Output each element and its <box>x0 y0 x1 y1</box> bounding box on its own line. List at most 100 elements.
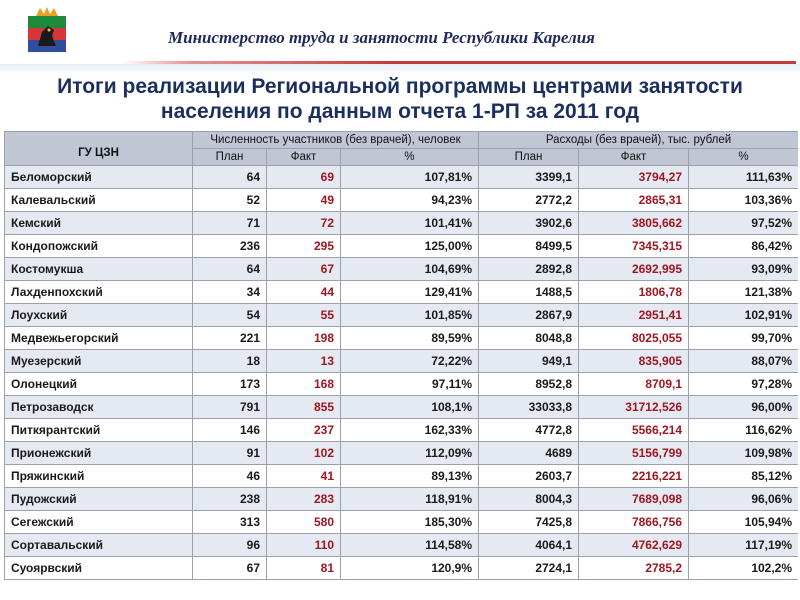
cell-expenses-plan: 4772,8 <box>478 418 580 442</box>
cell-expenses-percent: 102,2% <box>688 556 798 580</box>
cell-expenses-percent: 96,00% <box>688 395 798 419</box>
cell-expenses-percent: 96,06% <box>688 487 798 511</box>
cell-expenses-plan: 8952,8 <box>478 372 580 396</box>
column-group-expenses: Расходы (без врачей), тыс. рублей <box>478 131 798 149</box>
header-band <box>0 64 800 74</box>
cell-center-name: Беломорский <box>4 165 193 189</box>
cell-expenses-plan: 2724,1 <box>478 556 580 580</box>
table-row: Муезерский 18 13 72,22% 949,1 835,905 88,07% <box>4 349 798 373</box>
column-header-participants-fact: Факт <box>266 148 341 166</box>
cell-expenses-plan: 949,1 <box>478 349 580 373</box>
cell-participants-percent: 101,41% <box>339 211 480 235</box>
table-row: Костомукша 64 67 104,69% 2892,8 2692,995 93,09… <box>4 257 798 281</box>
table-row: Прионежский 91 102 112,09% 4689 5156,799 109,9… <box>4 441 798 465</box>
cell-participants-plan: 91 <box>192 441 267 465</box>
cell-participants-percent: 89,13% <box>339 464 480 488</box>
table-row: Пудожский 238 283 118,91% 8004,3 7689,098 96,0… <box>4 487 798 511</box>
cell-participants-plan: 34 <box>192 280 267 304</box>
cell-participants-fact: 55 <box>266 303 341 327</box>
cell-participants-percent: 185,30% <box>339 510 480 534</box>
cell-center-name: Лахденпохский <box>4 280 193 304</box>
cell-participants-percent: 162,33% <box>339 418 480 442</box>
cell-expenses-percent: 103,36% <box>688 188 798 212</box>
cell-center-name: Сортавальский <box>4 533 193 557</box>
table-row: Лоухский 54 55 101,85% 2867,9 2951,41 102,91% <box>4 303 798 327</box>
karelia-emblem-icon <box>28 7 66 52</box>
cell-expenses-fact: 835,905 <box>578 349 690 373</box>
cell-expenses-fact: 2951,41 <box>578 303 690 327</box>
cell-expenses-fact: 7689,098 <box>578 487 690 511</box>
cell-expenses-percent: 116,62% <box>688 418 798 442</box>
table-row: Кемский 71 72 101,41% 3902,6 3805,662 97,52% <box>4 211 798 235</box>
table-row: Сортавальский 96 110 114,58% 4064,1 4762,629 1… <box>4 533 798 557</box>
table-header-row-sub: План Факт % План Факт % <box>5 148 798 166</box>
cell-expenses-plan: 33033,8 <box>478 395 580 419</box>
cell-center-name: Пудожский <box>4 487 193 511</box>
table-row: Олонецкий 173 168 97,11% 8952,8 8709,1 97,28% <box>4 372 798 396</box>
cell-participants-percent: 114,58% <box>339 533 480 557</box>
cell-expenses-percent: 117,19% <box>688 533 798 557</box>
cell-expenses-plan: 8499,5 <box>478 234 580 258</box>
results-table: ГУ ЦЗН Численность участников (без враче… <box>4 131 798 580</box>
cell-participants-percent: 104,69% <box>339 257 480 281</box>
cell-participants-plan: 54 <box>192 303 267 327</box>
cell-participants-fact: 283 <box>266 487 341 511</box>
cell-expenses-fact: 7345,315 <box>578 234 690 258</box>
cell-expenses-plan: 8048,8 <box>478 326 580 350</box>
cell-center-name: Пряжинский <box>4 464 193 488</box>
column-group-participants: Численность участников (без врачей), чел… <box>191 131 480 149</box>
cell-expenses-plan: 3902,6 <box>478 211 580 235</box>
cell-expenses-plan: 2603,7 <box>478 464 580 488</box>
cell-center-name: Питкярантский <box>4 418 193 442</box>
column-header-gu: ГУ ЦЗН <box>4 131 193 166</box>
cell-expenses-plan: 2892,8 <box>478 257 580 281</box>
cell-participants-fact: 168 <box>266 372 341 396</box>
table-body: Беломорский 64 69 107,81% 3399,1 3794,27 111,6… <box>4 165 798 580</box>
cell-participants-plan: 71 <box>192 211 267 235</box>
cell-expenses-percent: 102,91% <box>688 303 798 327</box>
cell-expenses-fact: 5156,799 <box>578 441 690 465</box>
cell-participants-percent: 120,9% <box>339 556 480 580</box>
cell-expenses-fact: 7866,756 <box>578 510 690 534</box>
cell-participants-percent: 112,09% <box>339 441 480 465</box>
cell-expenses-percent: 88,07% <box>688 349 798 373</box>
column-header-expenses-fact: Факт <box>578 148 690 166</box>
cell-expenses-plan: 4064,1 <box>478 533 580 557</box>
ministry-name: Министерство труда и занятости Республик… <box>168 28 595 47</box>
cell-center-name: Медвежьегорский <box>4 326 193 350</box>
table-row: Калевальский 52 49 94,23% 2772,2 2865,31 103,3… <box>4 188 798 212</box>
cell-participants-fact: 13 <box>266 349 341 373</box>
cell-participants-percent: 125,00% <box>339 234 480 258</box>
table-row: Петрозаводск 791 855 108,1% 33033,8 31712,526… <box>4 395 798 419</box>
cell-participants-fact: 49 <box>266 188 341 212</box>
cell-center-name: Суоярвский <box>4 556 193 580</box>
page-title: Итоги реализации Региональной программы … <box>0 74 800 124</box>
cell-participants-fact: 295 <box>266 234 341 258</box>
column-header-participants-percent: % <box>339 148 480 166</box>
cell-expenses-fact: 1806,78 <box>578 280 690 304</box>
cell-participants-percent: 108,1% <box>339 395 480 419</box>
cell-center-name: Петрозаводск <box>4 395 193 419</box>
cell-participants-percent: 101,85% <box>339 303 480 327</box>
cell-participants-plan: 236 <box>192 234 267 258</box>
table-row: Пряжинский 46 41 89,13% 2603,7 2216,221 85,12% <box>4 464 798 488</box>
column-header-participants-plan: План <box>192 148 267 166</box>
table-header-row-groups: ГУ ЦЗН Численность участников (без враче… <box>4 131 798 166</box>
cell-participants-plan: 221 <box>192 326 267 350</box>
title-line-2: населения по данным отчета 1-РП за 2011 … <box>160 100 640 123</box>
cell-participants-fact: 67 <box>266 257 341 281</box>
column-header-expenses-plan: План <box>478 148 580 166</box>
cell-expenses-plan: 2867,9 <box>478 303 580 327</box>
cell-expenses-fact: 2216,221 <box>578 464 690 488</box>
table-row: Суоярвский 67 81 120,9% 2724,1 2785,2 102,2% <box>4 556 798 580</box>
cell-participants-fact: 69 <box>266 165 341 189</box>
cell-participants-plan: 313 <box>192 510 267 534</box>
cell-participants-plan: 64 <box>192 165 267 189</box>
cell-expenses-fact: 31712,526 <box>578 395 690 419</box>
title-line-1: Итоги реализации Региональной программы … <box>57 75 743 98</box>
cell-participants-fact: 44 <box>266 280 341 304</box>
column-header-expenses-percent: % <box>688 148 798 166</box>
cell-expenses-percent: 99,70% <box>688 326 798 350</box>
cell-participants-fact: 237 <box>266 418 341 442</box>
table-row: Питкярантский 146 237 162,33% 4772,8 5566,214… <box>4 418 798 442</box>
